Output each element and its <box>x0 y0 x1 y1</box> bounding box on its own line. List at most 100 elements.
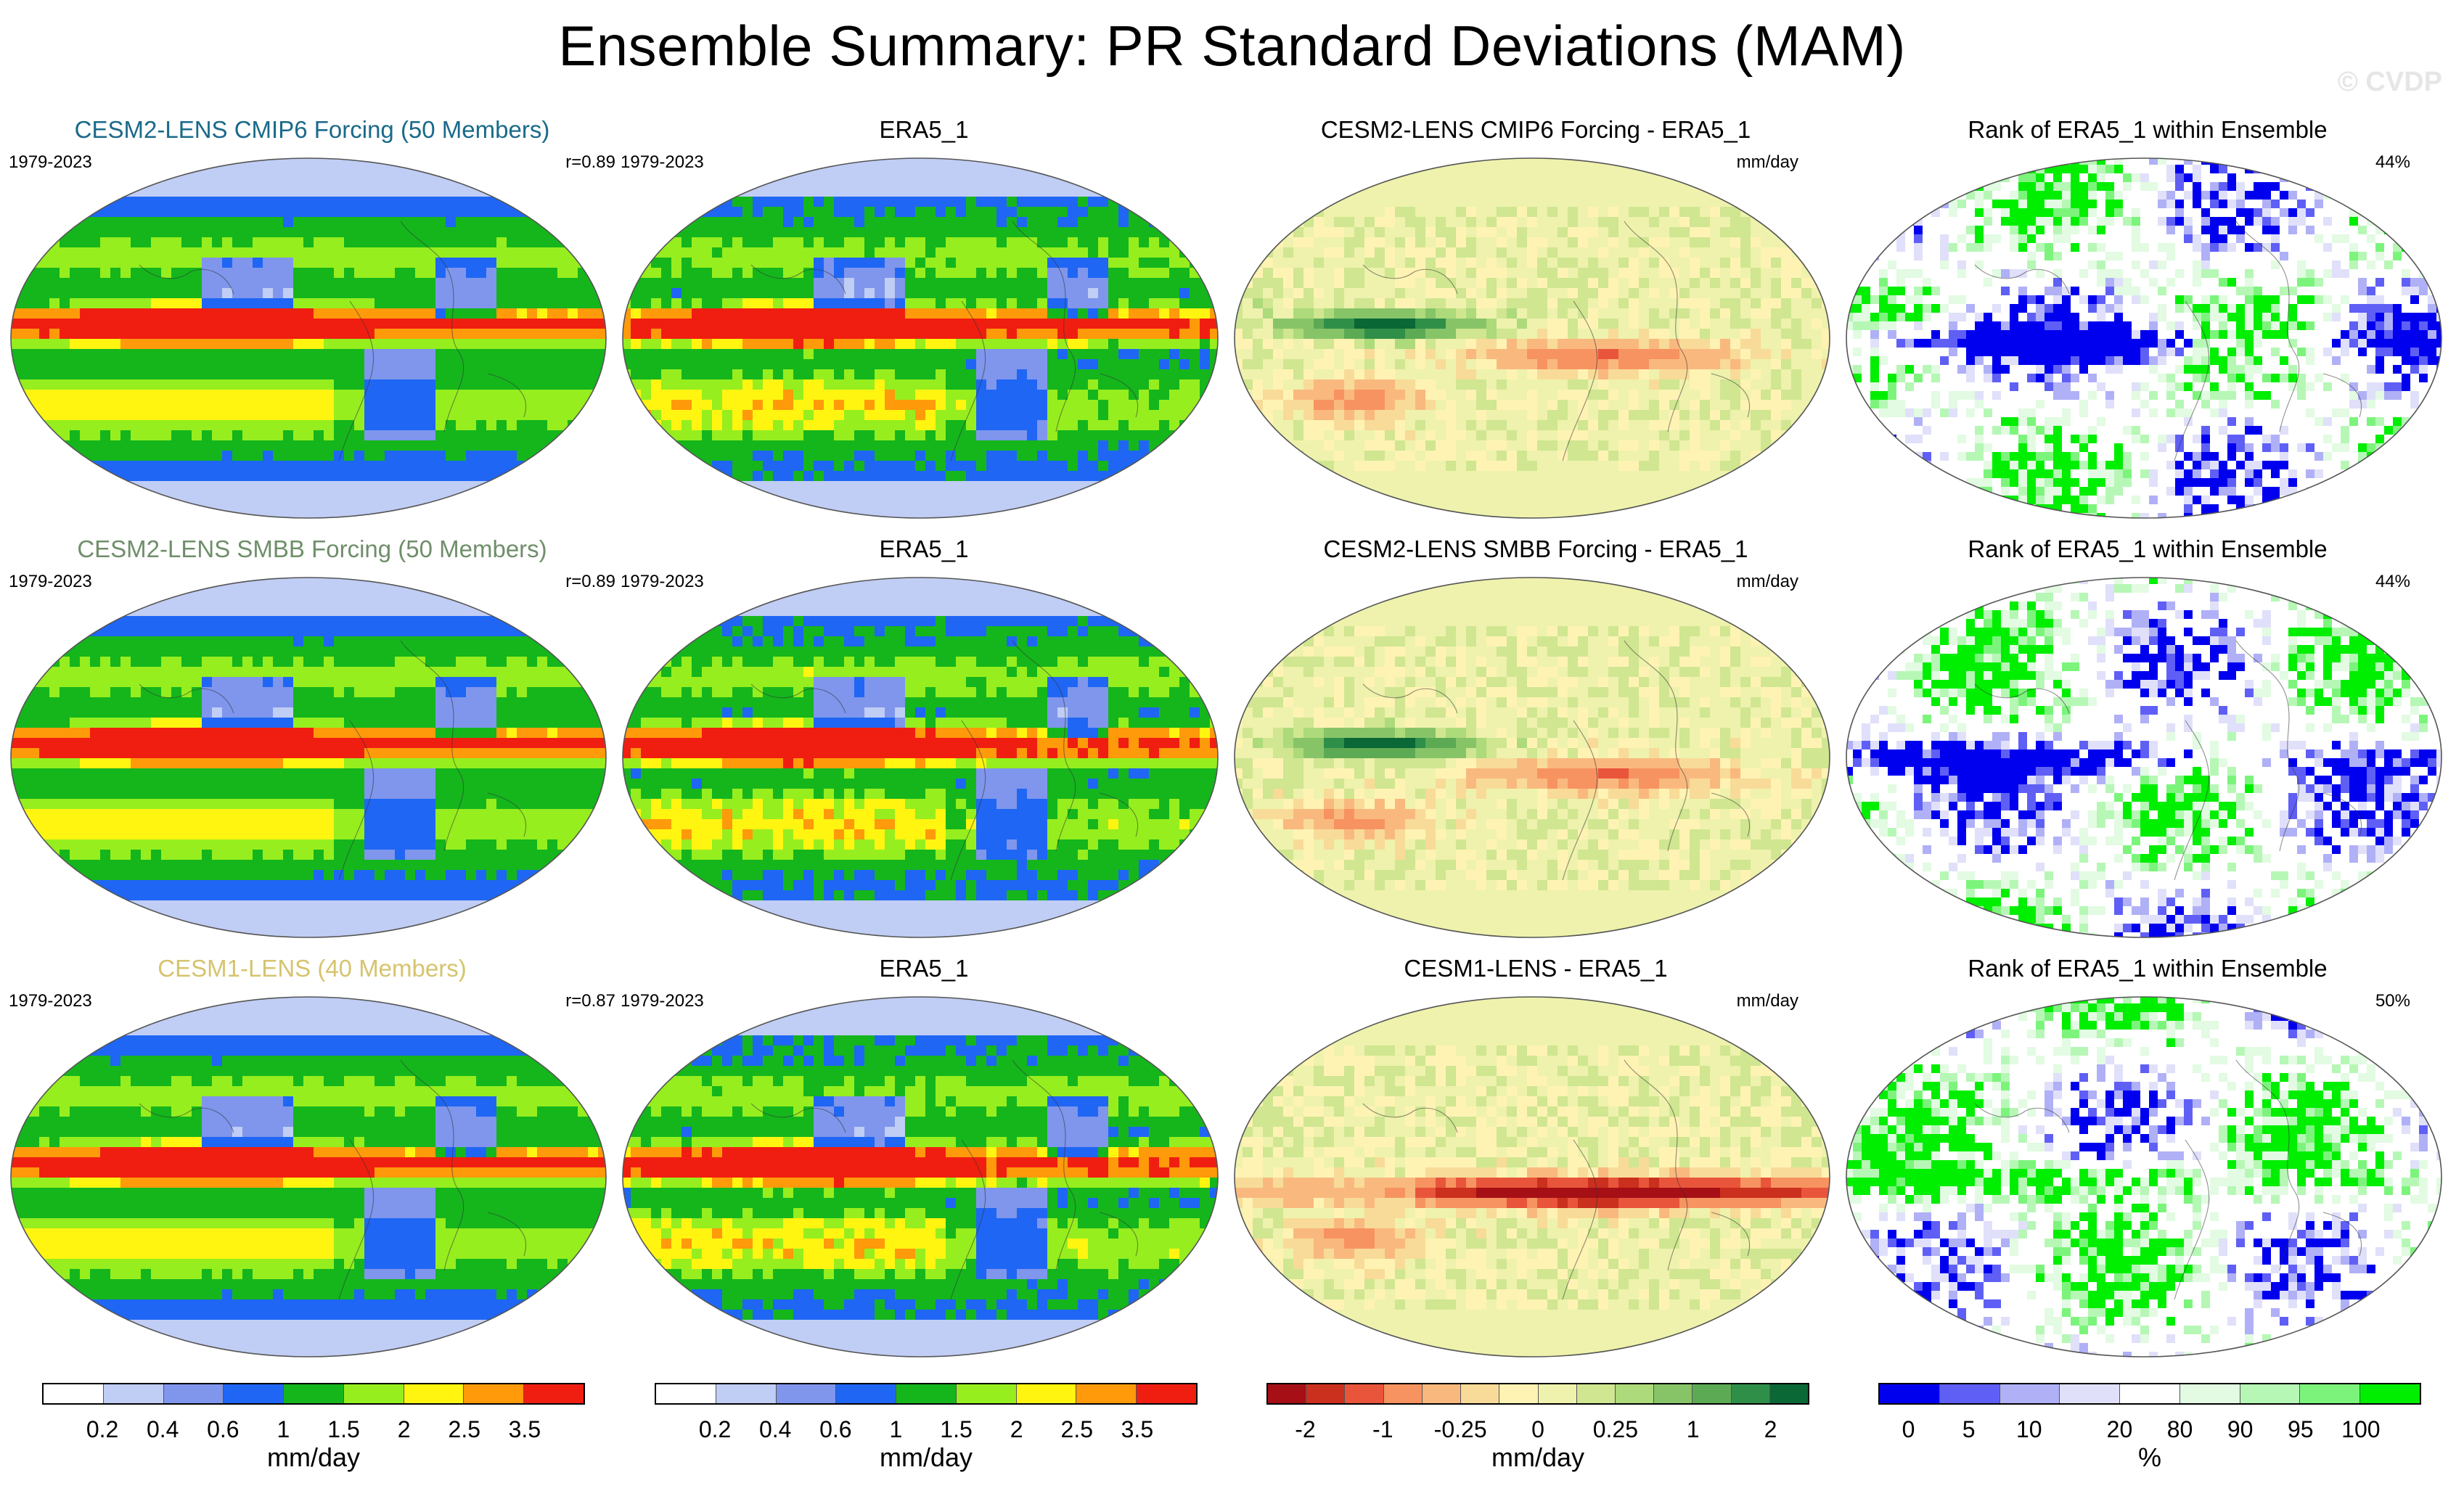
coastline <box>950 720 986 881</box>
colorbar-obs: 0.2 0.4 0.6 1 1.5 2 2.5 3.5 mm/day <box>655 1383 1198 1477</box>
colorbar-box <box>1731 1384 1770 1403</box>
colorbar-units: mm/day <box>1491 1442 1584 1473</box>
colorbar-tick-label: 3.5 <box>509 1416 541 1443</box>
panel-title: CESM1-LENS (40 Members) <box>9 955 615 982</box>
coastline <box>1624 1059 1688 1271</box>
panel-period: 1979-2023 <box>9 152 92 173</box>
diff-map <box>1234 157 1830 519</box>
panel-corner-label: 44% <box>2375 152 2410 173</box>
panel-mean-row3: CESM1-LENS (40 Members) 1979-2023 r=0.87 <box>9 955 615 1361</box>
coastline <box>750 264 846 295</box>
coastline <box>1562 720 1598 881</box>
obs-map <box>622 157 1219 519</box>
colorbar-box <box>2000 1384 2060 1403</box>
coastline <box>400 640 464 852</box>
map-border <box>10 996 607 1357</box>
colorbar-box <box>956 1384 1017 1403</box>
colorbar-boxes <box>1266 1383 1809 1405</box>
coastline <box>2235 640 2300 852</box>
colorbar-box <box>1880 1384 1940 1403</box>
colorbar-box <box>896 1384 957 1403</box>
panel-obs-row1: ERA5_1 1979-2023 <box>621 116 1227 522</box>
colorbar-boxes <box>1878 1383 2421 1405</box>
colorbar-tick-label: -1 <box>1372 1416 1393 1443</box>
colorbar-tick-label: 1 <box>277 1416 290 1443</box>
coastline <box>1624 221 1688 432</box>
colorbar-box <box>1769 1384 1809 1403</box>
colorbar-box <box>656 1384 716 1403</box>
panel-obs-row2: ERA5_1 1979-2023 <box>621 535 1227 942</box>
panel-title: CESM2-LENS CMIP6 Forcing (50 Members) <box>9 116 615 144</box>
panel-diff-row3: CESM1-LENS - ERA5_1 mm/day <box>1232 955 1839 1361</box>
coastline <box>1362 1103 1458 1133</box>
map-border <box>1846 996 2442 1357</box>
panel-title: Rank of ERA5_1 within Ensemble <box>1844 116 2451 144</box>
coastline <box>1012 221 1076 432</box>
coastline <box>2174 720 2210 881</box>
map-border <box>622 996 1219 1357</box>
obs-map <box>622 577 1219 938</box>
mean-map <box>10 577 607 938</box>
figure-title: Ensemble Summary: PR Standard Deviations… <box>0 13 2464 79</box>
colorbar-tick-label: 1.5 <box>940 1416 972 1443</box>
colorbar-boxes <box>655 1383 1198 1405</box>
coastline <box>1624 640 1688 852</box>
colorbar-box <box>1461 1384 1500 1403</box>
coastline <box>1099 1212 1139 1257</box>
colorbar-mean: 0.2 0.4 0.6 1 1.5 2 2.5 3.5 mm/day <box>42 1383 585 1477</box>
colorbar-box <box>2360 1384 2420 1403</box>
coastline <box>2322 373 2362 418</box>
colorbar-tick-label: 10 <box>2016 1416 2042 1443</box>
panel-title: CESM2-LENS CMIP6 Forcing - ERA5_1 <box>1232 116 1839 144</box>
colorbar-box <box>1422 1384 1462 1403</box>
colorbar-tick-label: 2.5 <box>449 1416 480 1443</box>
colorbar-box <box>716 1384 777 1403</box>
colorbar-tick-label: 2 <box>1010 1416 1023 1443</box>
colorbar-tick-label: 2 <box>398 1416 411 1443</box>
colorbar-rank: 0 5 10 20 80 90 95 100% <box>1878 1383 2421 1477</box>
colorbar-units: % <box>2138 1442 2161 1473</box>
coastline <box>1012 640 1076 852</box>
colorbar-box <box>2240 1384 2301 1403</box>
colorbar-box <box>1538 1384 1577 1403</box>
colorbar-tick-label: 5 <box>1962 1416 1976 1443</box>
coastline <box>2174 300 2210 461</box>
colorbar-box <box>1306 1384 1346 1403</box>
colorbar-box <box>836 1384 897 1403</box>
colorbar-box <box>2300 1384 2361 1403</box>
map-border <box>622 157 1219 519</box>
colorbar-box <box>2120 1384 2180 1403</box>
panel-diff-row1: CESM2-LENS CMIP6 Forcing - ERA5_1 mm/day <box>1232 116 1839 522</box>
colorbar-tick-label: 0.2 <box>699 1416 731 1443</box>
colorbar-units: mm/day <box>267 1442 360 1473</box>
colorbar-tick-label: 0.6 <box>819 1416 851 1443</box>
panel-title: CESM2-LENS SMBB Forcing (50 Members) <box>9 535 615 563</box>
panel-corner-label: mm/day <box>1737 991 1798 1011</box>
panel-period: 1979-2023 <box>9 572 92 592</box>
panel-period: 1979-2023 <box>621 152 704 173</box>
coastline <box>1974 683 2070 714</box>
colorbar-diff: -2 -1 -0.25 0 0.25 1 2 mm/day <box>1266 1383 1809 1477</box>
colorbar-tick-label: 80 <box>2167 1416 2193 1443</box>
coastline <box>750 683 846 714</box>
colorbar-box <box>1016 1384 1077 1403</box>
coastline <box>1974 1103 2070 1133</box>
colorbar-box <box>1615 1384 1655 1403</box>
rank-map <box>1846 996 2442 1357</box>
coastline <box>2235 221 2300 432</box>
coastline <box>400 1059 464 1271</box>
colorbar-box <box>1137 1384 1197 1403</box>
rank-map <box>1846 157 2442 519</box>
coastline <box>487 373 527 418</box>
coastline <box>400 221 464 432</box>
panel-corner-label: 44% <box>2375 572 2410 592</box>
map-border <box>1846 157 2442 519</box>
colorbar-boxes <box>42 1383 585 1405</box>
map-border <box>1234 996 1830 1357</box>
obs-map <box>622 996 1219 1357</box>
map-border <box>1846 577 2442 938</box>
colorbar-box <box>1939 1384 2000 1403</box>
colorbar-tick-label: 20 <box>2107 1416 2133 1443</box>
colorbar-tick-label: 0.4 <box>147 1416 179 1443</box>
diff-map <box>1234 577 1830 938</box>
